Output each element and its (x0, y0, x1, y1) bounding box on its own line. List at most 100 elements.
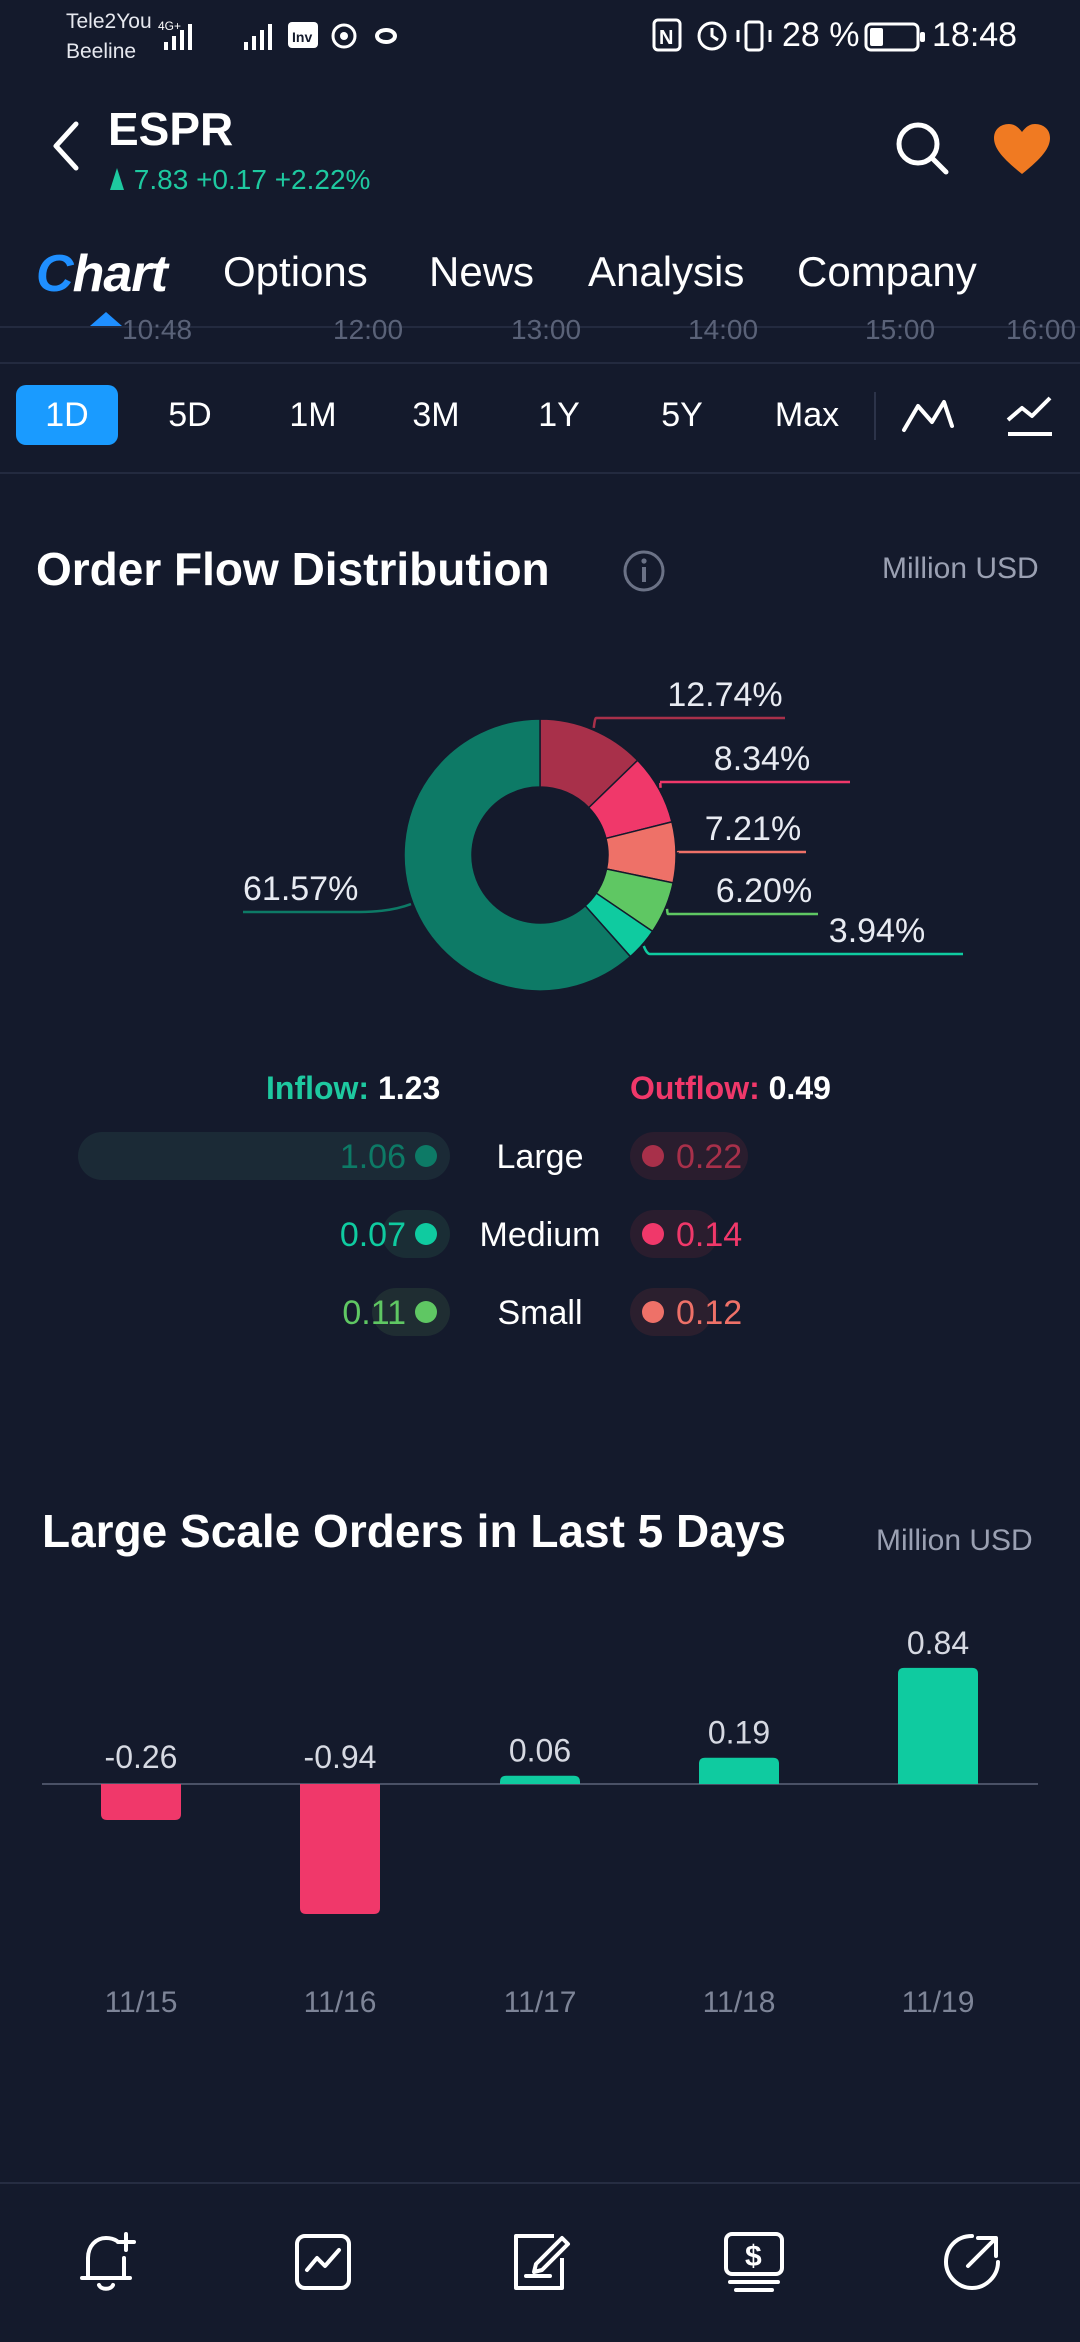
large-orders-title: Large Scale Orders in Last 5 Days (42, 1504, 786, 1558)
outflow-total: Outflow: 0.49 (630, 1070, 831, 1107)
inflow-medium-value: 0.07 (236, 1216, 406, 1255)
chart-logo-c: C (36, 245, 73, 303)
system-icons: N (650, 16, 780, 56)
svg-text:$: $ (745, 2240, 762, 2273)
bar-date-label: 11/18 (703, 1986, 776, 2019)
bar-date-label: 11/15 (105, 1986, 178, 2019)
trade-dollar-icon[interactable]: $ (714, 2222, 794, 2302)
time-tick: 15:00 (865, 314, 935, 346)
tab-company[interactable]: Company (797, 248, 977, 296)
time-tick: 13:00 (511, 314, 581, 346)
donut-slice-label: 7.21% (705, 810, 801, 848)
outflow-small-dot (642, 1301, 664, 1323)
alert-add-icon[interactable] (68, 2222, 148, 2302)
order-flow-unit: Million USD (882, 552, 1039, 586)
favorite-heart-icon[interactable] (992, 122, 1052, 178)
size-small-label: Small (460, 1294, 620, 1333)
inflow-small-value: 0.11 (236, 1294, 406, 1333)
bar (898, 1668, 978, 1784)
share-icon[interactable] (932, 2222, 1012, 2302)
battery-icon (864, 20, 928, 54)
size-medium-label: Medium (460, 1216, 620, 1255)
bar-value-label: 0.84 (907, 1625, 969, 1661)
time-tick: 14:00 (688, 314, 758, 346)
bar-value-label: 0.06 (509, 1733, 571, 1769)
donut-slice-label: 61.57% (243, 870, 358, 908)
bar (500, 1776, 580, 1784)
back-arrow-icon[interactable] (46, 118, 86, 174)
svg-text:N: N (659, 27, 673, 49)
inflow-large-value: 1.06 (236, 1138, 406, 1177)
inflow-small-dot (415, 1301, 437, 1323)
outflow-large-dot (642, 1145, 664, 1167)
outflow-medium-value: 0.14 (676, 1216, 742, 1255)
bar-date-label: 11/17 (504, 1986, 577, 2019)
bar (101, 1784, 181, 1820)
period-divider (0, 472, 1080, 474)
period-3m[interactable]: 3M (385, 385, 487, 445)
portfolio-chart-icon[interactable] (283, 2222, 363, 2302)
bar (699, 1758, 779, 1784)
donut-callout-line (594, 718, 785, 728)
tab-news[interactable]: News (429, 248, 534, 296)
price-change: +0.17 (196, 164, 267, 195)
inflow-value: 1.23 (378, 1070, 440, 1106)
large-orders-unit: Million USD (876, 1524, 1033, 1558)
donut-callout-line (660, 782, 850, 788)
inflow-medium-dot (415, 1223, 437, 1245)
order-flow-title: Order Flow Distribution (36, 542, 550, 596)
svg-text:4G+: 4G+ (158, 19, 181, 33)
size-large-label: Large (460, 1138, 620, 1177)
period-1m[interactable]: 1M (262, 385, 364, 445)
period-5y[interactable]: 5Y (631, 385, 733, 445)
outflow-medium-dot (642, 1223, 664, 1245)
clock: 18:48 (932, 16, 1017, 55)
bar-value-label: -0.94 (304, 1739, 377, 1775)
chart-logo-text: hart (73, 245, 167, 303)
period-1d[interactable]: 1D (16, 385, 118, 445)
order-flow-donut-chart: 61.57% 12.74% 8.34% 7.21% 6.20% 3.94% (0, 640, 1080, 1030)
outflow-small-value: 0.12 (676, 1294, 742, 1333)
info-icon[interactable] (622, 549, 666, 593)
bar-date-label: 11/19 (902, 1986, 975, 2019)
battery-percent: 28 % (782, 16, 860, 55)
bar-value-label: 0.19 (708, 1715, 770, 1751)
time-tick: 10:48 (122, 314, 192, 346)
line-chart-icon[interactable] (900, 392, 956, 440)
status-bar: Tele2You Beeline 4G+ Inv N 28 % 18:48 (0, 0, 1080, 72)
bar-value-label: -0.26 (105, 1739, 178, 1775)
donut-slice-label: 3.94% (829, 912, 925, 950)
donut-slice-label: 6.20% (716, 872, 812, 910)
outflow-value: 0.49 (769, 1070, 831, 1106)
inflow-large-dot (415, 1145, 437, 1167)
signal-icons: 4G+ Inv (158, 18, 398, 54)
carrier-name-2: Beeline (66, 38, 136, 66)
price-up-icon (108, 166, 126, 192)
period-max[interactable]: Max (756, 385, 858, 445)
price-quote: 7.83 +0.17 +2.22% (108, 164, 370, 196)
axis-divider (0, 362, 1080, 364)
inflow-total: Inflow: 1.23 (266, 1070, 440, 1107)
tab-analysis[interactable]: Analysis (588, 248, 744, 296)
period-5d[interactable]: 5D (139, 385, 241, 445)
note-edit-icon[interactable] (500, 2222, 580, 2302)
price-value: 7.83 (134, 164, 189, 195)
bar (300, 1784, 380, 1914)
outflow-label: Outflow: (630, 1070, 760, 1106)
svg-text:Inv: Inv (292, 29, 312, 45)
tab-chart[interactable]: Chart (36, 244, 167, 304)
time-tick: 12:00 (333, 314, 403, 346)
donut-slice-label: 12.74% (667, 676, 782, 714)
outflow-large-value: 0.22 (676, 1138, 742, 1177)
inflow-label: Inflow: (266, 1070, 369, 1106)
tab-options[interactable]: Options (223, 248, 368, 296)
carrier-name-1: Tele2You (66, 8, 152, 36)
donut-slice-label: 8.34% (714, 740, 810, 778)
time-tick: 16:00 (1006, 314, 1076, 346)
period-separator (874, 392, 876, 440)
search-icon[interactable] (892, 118, 952, 178)
large-orders-bar-chart: -0.2611/15-0.9411/160.0611/170.1911/180.… (0, 1600, 1080, 2040)
ticker-symbol: ESPR (108, 102, 233, 156)
indicator-chart-icon[interactable] (1004, 390, 1056, 442)
period-1y[interactable]: 1Y (508, 385, 610, 445)
